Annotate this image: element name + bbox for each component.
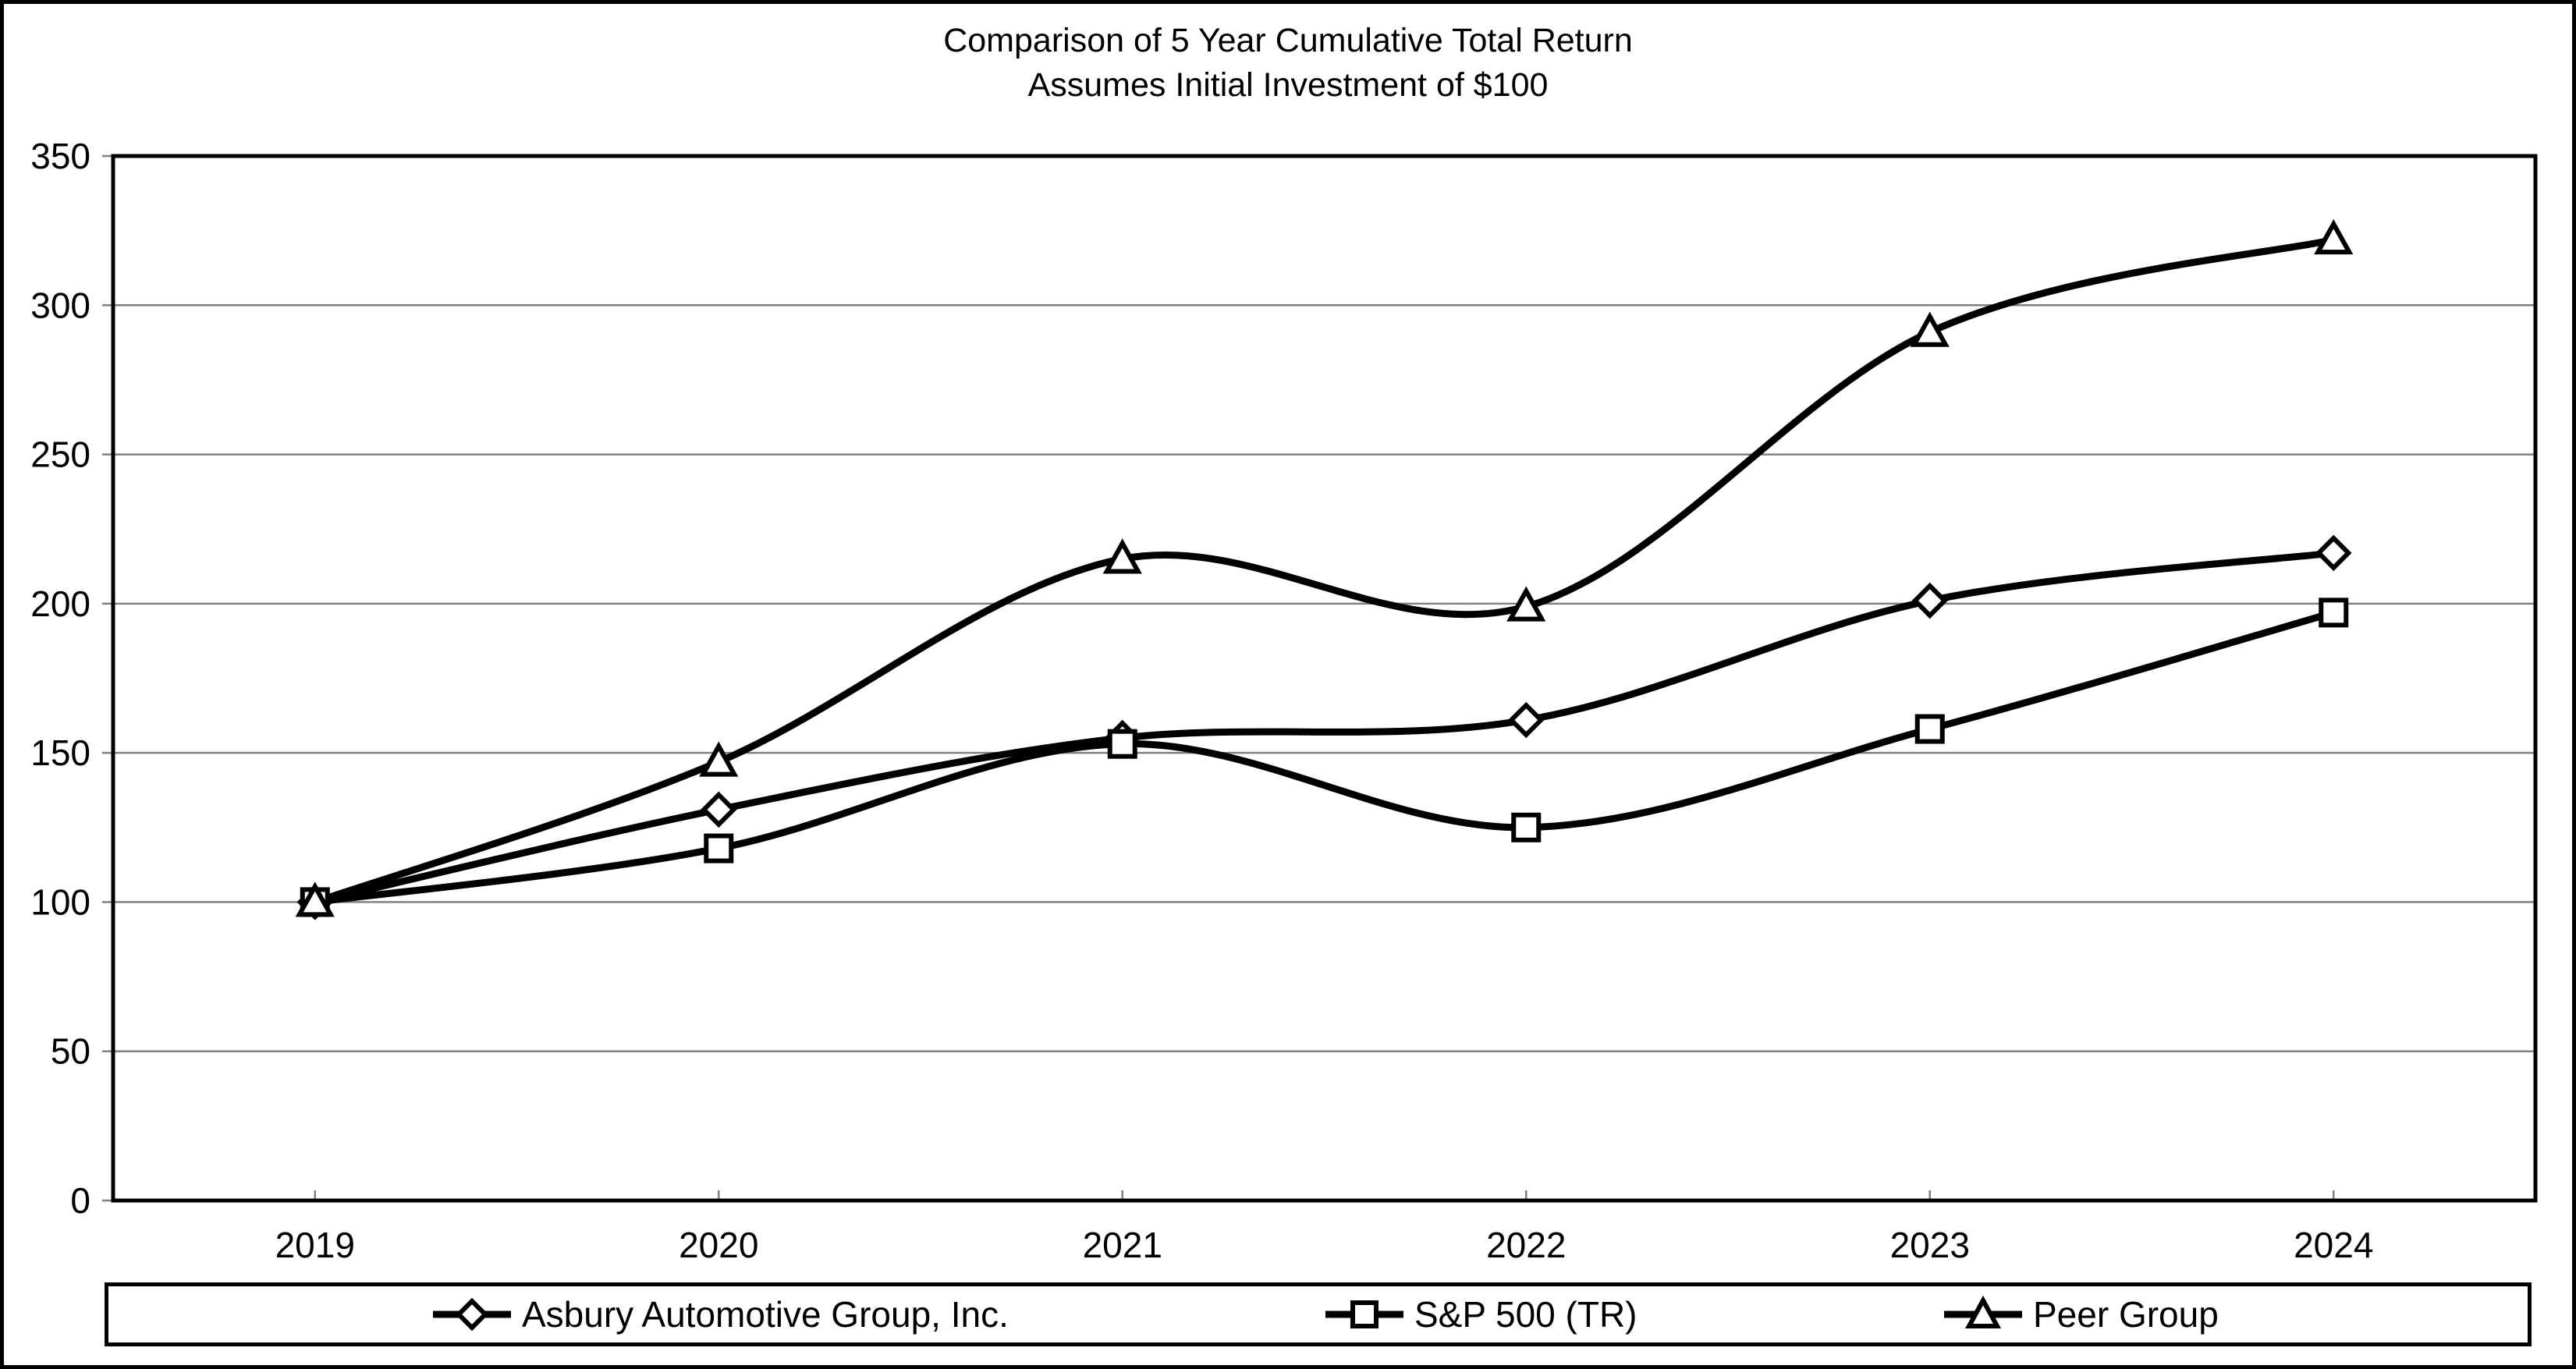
y-axis-label: 50	[51, 1031, 90, 1072]
series-line-triangle	[314, 236, 2335, 906]
y-axis-label: 150	[30, 732, 90, 773]
diamond-marker	[701, 791, 737, 828]
triangle-marker	[699, 741, 739, 777]
diamond-marker	[1508, 701, 1545, 739]
x-axis-label: 2023	[1890, 1225, 1970, 1265]
square-marker	[2319, 598, 2349, 628]
y-axis-label: 300	[30, 285, 90, 325]
triangle-marker	[1910, 311, 1950, 347]
diamond-marker	[2315, 534, 2352, 572]
x-axis-label: 2020	[679, 1225, 758, 1265]
legend-label-peer: Peer Group	[2033, 1294, 2219, 1335]
x-axis-label: 2021	[1083, 1225, 1162, 1265]
square-marker	[1511, 812, 1542, 842]
legend-label-asbury: Asbury Automotive Group, Inc.	[522, 1294, 1009, 1335]
legend-item-sp500: S&P 500 (TR)	[1324, 1286, 1637, 1342]
y-axis-label: 0	[70, 1180, 90, 1221]
diamond-marker-icon	[433, 1297, 511, 1332]
square-marker	[1914, 714, 1945, 744]
y-axis-label: 250	[30, 434, 90, 475]
square-marker-icon	[1325, 1300, 1403, 1328]
legend-item-peer: Peer Group	[1943, 1286, 2219, 1342]
triangle-marker-icon	[1944, 1295, 2022, 1328]
legend-label-sp500: S&P 500 (TR)	[1414, 1294, 1637, 1335]
triangle-marker	[1102, 538, 1142, 574]
legend-item-asbury: Asbury Automotive Group, Inc.	[431, 1286, 1009, 1342]
y-axis-label: 350	[30, 136, 90, 176]
plot-border	[111, 154, 2538, 1203]
chart-title-line2: Assumes Initial Investment of $100	[1027, 66, 1549, 104]
series-line-square	[314, 609, 2335, 906]
x-axis-label: 2022	[1486, 1225, 1566, 1265]
diamond-marker	[1911, 582, 1948, 619]
y-axis-label: 100	[30, 881, 90, 922]
y-axis-label: 200	[30, 583, 90, 624]
chart-title-line1: Comparison of 5 Year Cumulative Total Re…	[943, 22, 1633, 59]
triangle-marker	[2314, 218, 2354, 255]
square-marker	[704, 833, 734, 864]
chart-title: Comparison of 5 Year Cumulative Total Re…	[0, 19, 2576, 108]
triangle-marker	[295, 881, 335, 917]
square-marker	[1107, 729, 1137, 759]
series-line-diamond	[314, 549, 2334, 906]
x-axis-label: 2019	[275, 1225, 355, 1265]
legend: Asbury Automotive Group, Inc. S&P 500 (T…	[105, 1282, 2532, 1346]
triangle-marker	[1506, 586, 1546, 622]
x-axis-label: 2024	[2294, 1225, 2373, 1265]
